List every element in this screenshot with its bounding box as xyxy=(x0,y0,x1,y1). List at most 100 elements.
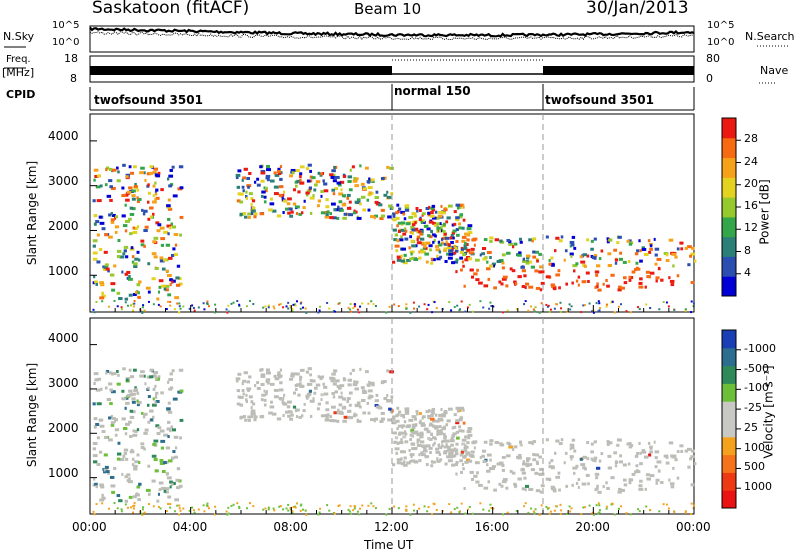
velocity-cell xyxy=(432,419,437,423)
power-cell xyxy=(311,176,316,180)
power-cell xyxy=(95,282,99,286)
power-cell xyxy=(320,190,324,194)
power-cell xyxy=(409,257,412,261)
velocity-cell xyxy=(276,417,282,421)
power-cell xyxy=(638,239,641,243)
velocity-cell xyxy=(92,447,96,451)
velocity-cell xyxy=(149,418,153,422)
power-cell xyxy=(614,261,618,265)
power-cell xyxy=(151,200,157,204)
velocity-cell xyxy=(600,452,604,456)
power-cell xyxy=(253,212,258,216)
power-cell xyxy=(341,194,347,198)
power-cell xyxy=(447,243,451,247)
power-cell xyxy=(117,239,121,243)
power-cell xyxy=(166,205,171,209)
nsky-label: N.Sky xyxy=(3,30,35,43)
velocity-cell xyxy=(628,478,632,482)
velocity-cell xyxy=(593,440,597,444)
velocity-ground-cell xyxy=(267,506,270,509)
power-colorbar-swatch xyxy=(722,157,736,178)
power-cell xyxy=(136,283,141,287)
velocity-cell xyxy=(540,472,545,476)
power-cell xyxy=(668,238,674,242)
power-cell xyxy=(452,229,457,233)
velocity-cell xyxy=(513,445,518,449)
power-cell xyxy=(453,210,457,214)
power-cell xyxy=(463,246,468,250)
power-cell xyxy=(591,256,597,260)
power-cell xyxy=(287,211,291,215)
velocity-cell xyxy=(506,441,511,445)
power-cell xyxy=(587,279,590,283)
velocity-cell xyxy=(251,409,256,413)
velocity-cell xyxy=(573,471,576,475)
velocity-cell xyxy=(101,430,106,434)
power-cell xyxy=(402,212,406,216)
power-cell xyxy=(463,284,466,288)
velocity-cell xyxy=(123,451,127,455)
velocity-cell xyxy=(380,417,386,421)
velocity-cell xyxy=(402,460,406,464)
velocity-cell xyxy=(669,482,675,486)
velocity-ground-cell xyxy=(427,505,430,508)
velocity-cell xyxy=(174,498,180,502)
velocity-ground-cell xyxy=(460,502,463,505)
velocity-cell xyxy=(413,460,419,464)
power-cell xyxy=(522,257,526,261)
velocity-cell xyxy=(408,418,414,422)
power-cell xyxy=(670,283,675,287)
power-cell xyxy=(483,284,489,288)
power-ground-cell xyxy=(598,309,601,312)
power-cell xyxy=(564,249,568,253)
power-cell xyxy=(170,222,174,226)
cpid-seg-0: twofsound 3501 xyxy=(94,93,203,107)
velocity-ground-cell xyxy=(468,505,471,508)
power-cell xyxy=(92,251,98,255)
velocity-ground-cell xyxy=(397,507,400,510)
power-cell xyxy=(130,171,135,175)
velocity-cell xyxy=(455,406,461,410)
power-cell xyxy=(455,239,459,243)
power-ground-cell xyxy=(619,303,622,306)
velocity-cell xyxy=(140,370,145,374)
power-cell xyxy=(364,166,369,170)
power-cell xyxy=(166,273,172,277)
velocity-cell xyxy=(676,476,680,480)
velocity-cell xyxy=(153,457,158,461)
velocity-cell xyxy=(410,455,413,459)
power-cell xyxy=(461,260,464,264)
velocity-cell xyxy=(340,411,344,415)
power-ground-cell xyxy=(294,304,297,307)
power-ground-cell xyxy=(285,305,288,308)
power-cell xyxy=(342,174,347,178)
velocity-ground-cell xyxy=(492,507,495,510)
power-cell xyxy=(475,278,480,282)
velocity-cell xyxy=(331,391,336,395)
power-cell xyxy=(478,281,483,285)
velocity-ground-cell xyxy=(367,504,370,507)
velocity-scatter xyxy=(92,367,697,516)
power-cell xyxy=(638,285,644,289)
power-ground-cell xyxy=(107,305,110,308)
power-cell xyxy=(382,176,387,180)
velocity-ground-cell xyxy=(120,508,123,511)
velocity-cell xyxy=(273,374,277,378)
power-cell xyxy=(419,237,425,241)
velocity-ground-cell xyxy=(684,510,687,513)
power-cell xyxy=(351,165,355,169)
velocity-ground-cell xyxy=(598,509,601,512)
power-cell xyxy=(631,270,636,274)
power-ground-cell xyxy=(613,311,616,314)
power-cell xyxy=(620,286,625,290)
velocity-cell xyxy=(570,457,573,461)
velocity-cell xyxy=(263,389,266,393)
velocity-cell xyxy=(530,468,536,472)
power-cell xyxy=(447,256,453,260)
velocity-cell xyxy=(315,383,321,387)
power-ground-cell xyxy=(361,302,364,305)
velocity-cell xyxy=(690,483,695,487)
power-cell xyxy=(114,230,118,234)
velocity-cell xyxy=(429,414,434,418)
velocity-ground-cell xyxy=(638,510,641,513)
